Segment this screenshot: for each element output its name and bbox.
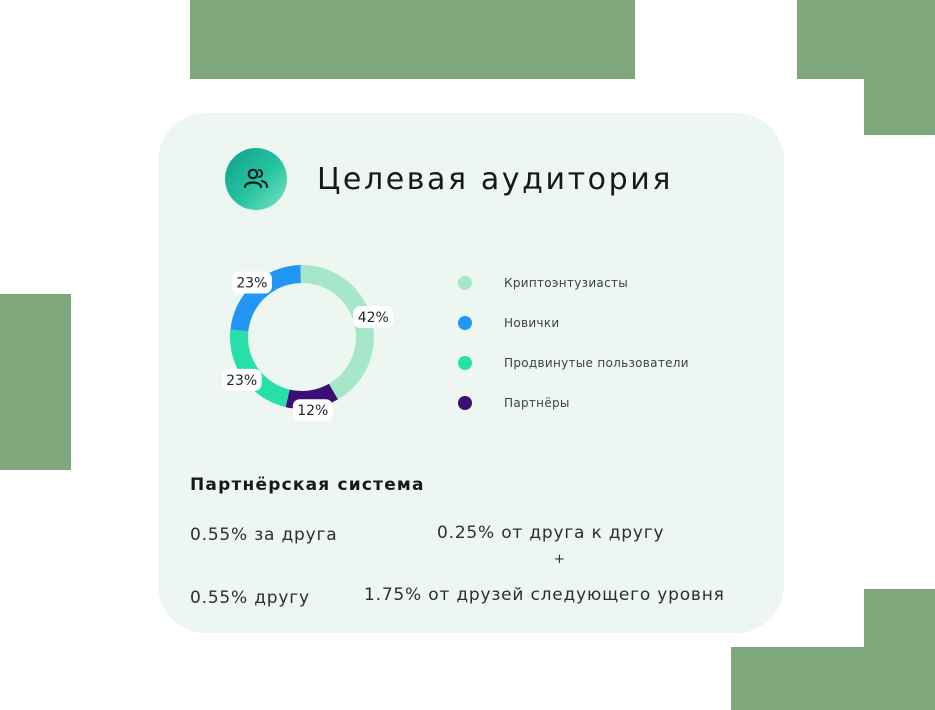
- data-label-crypto: 42%: [353, 306, 394, 329]
- partner-plus: +: [554, 552, 566, 567]
- decor-block-top-right: [797, 0, 935, 79]
- audience-card: Целевая аудитория 12% 23% 23% 42% Криптоэнт…: [158, 113, 784, 633]
- legend-item-newbies: Новички: [458, 303, 689, 343]
- partner-left-top: 0.55% за друга: [190, 525, 338, 545]
- legend-item-crypto: Криптоэнтузиасты: [458, 263, 689, 303]
- legend-swatch: [458, 396, 472, 410]
- legend-item-advanced: Продвинутые пользователи: [458, 343, 689, 383]
- audience-donut-chart: 12% 23% 23% 42%: [221, 265, 394, 422]
- svg-text:23%: 23%: [236, 276, 267, 292]
- legend-swatch: [458, 276, 472, 290]
- svg-text:12%: 12%: [297, 403, 328, 419]
- partner-right-top: 0.25% от друга к другу: [437, 523, 665, 543]
- donut-slice-newbies: [230, 265, 301, 332]
- donut-slice-crypto: [300, 265, 375, 400]
- legend-item-partners: Партнёры: [458, 383, 689, 423]
- legend-label: Криптоэнтузиасты: [504, 276, 629, 290]
- partner-right-bottom: 1.75% от друзей следующего уровня: [364, 585, 725, 605]
- decor-block-top: [190, 0, 635, 79]
- partner-system-title: Партнёрская система: [190, 475, 425, 495]
- data-label-partners: 12%: [292, 399, 333, 422]
- legend-swatch: [458, 316, 472, 330]
- page-title: Целевая аудитория: [317, 162, 674, 197]
- legend-label: Продвинутые пользователи: [504, 356, 689, 370]
- audience-avatar: [225, 148, 287, 210]
- donut-slice-advanced: [230, 329, 290, 408]
- data-label-advanced: 23%: [221, 368, 262, 391]
- decor-block-bottom-right-wide: [731, 647, 935, 710]
- users-icon: [243, 168, 268, 189]
- legend-label: Партнёры: [504, 396, 570, 410]
- decor-block-top-right-step: [864, 79, 935, 135]
- decor-block-left: [0, 294, 71, 470]
- svg-text:23%: 23%: [226, 373, 257, 389]
- data-label-newbies: 23%: [231, 271, 272, 294]
- chart-legend: Криптоэнтузиасты Новички Продвинутые польз…: [458, 263, 689, 423]
- svg-text:42%: 42%: [358, 310, 389, 326]
- legend-label: Новички: [504, 316, 560, 330]
- legend-swatch: [458, 356, 472, 370]
- partner-left-bottom: 0.55% другу: [190, 588, 310, 608]
